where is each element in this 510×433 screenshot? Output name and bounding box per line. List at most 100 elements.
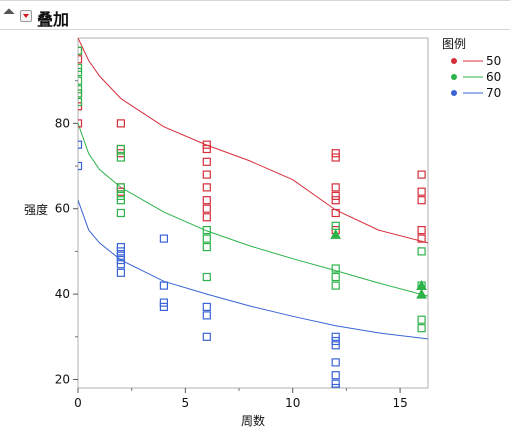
fit-line-60	[78, 123, 428, 297]
legend-label-50: 50	[486, 54, 501, 68]
data-point-70	[159, 281, 168, 290]
disclosure-triangle-icon[interactable]	[3, 8, 15, 20]
data-point-60	[202, 272, 211, 282]
data-point-70	[116, 251, 126, 260]
data-point-60	[78, 46, 83, 55]
legend-marker-50	[451, 58, 457, 64]
data-point-60	[417, 247, 426, 256]
y-tick-label: 40	[55, 287, 70, 301]
data-point-50	[417, 234, 426, 243]
legend-marker-70	[451, 90, 457, 96]
data-point-70	[116, 255, 126, 265]
data-point-60	[202, 226, 211, 235]
x-axis-label: 周数	[241, 413, 265, 428]
data-point-70	[331, 336, 340, 346]
data-point-70	[159, 234, 168, 243]
data-point-50	[202, 170, 211, 179]
data-point-70	[116, 268, 126, 277]
data-point-70	[331, 379, 340, 388]
data-point-60	[417, 315, 426, 324]
data-point-60	[78, 89, 83, 98]
legend-label-70: 70	[486, 86, 501, 100]
data-point-50	[417, 226, 426, 235]
data-point-70	[116, 260, 126, 269]
report-header: 叠加	[0, 0, 510, 30]
data-point-50	[202, 140, 211, 149]
data-point-50	[417, 170, 426, 179]
data-point-filled-60	[416, 288, 427, 299]
data-point-50	[331, 191, 340, 200]
x-axis: 0 5 10 15	[74, 388, 408, 410]
y-tick-label: 60	[55, 202, 70, 216]
data-point-50	[116, 187, 126, 196]
data-point-60	[331, 272, 340, 282]
data-point-60	[78, 63, 83, 73]
data-point-50	[202, 204, 211, 213]
overlay-chart: 0 5 10 15 20 40 60 80 周数 强度 图例 50 60 70	[24, 37, 501, 428]
y-axis-label: 强度	[24, 202, 48, 217]
y-tick-label: 20	[55, 372, 70, 386]
y-axis: 20 40 60 80	[55, 80, 78, 386]
data-point-60	[78, 85, 83, 94]
data-point-50	[202, 144, 211, 154]
legend-title: 图例	[442, 37, 466, 51]
data-point-50	[202, 196, 211, 205]
data-point-70	[331, 383, 340, 388]
data-point-60	[331, 281, 340, 290]
data-point-60	[202, 243, 211, 252]
data-point-70	[159, 302, 168, 311]
data-point-70	[331, 332, 340, 341]
data-point-70	[331, 358, 340, 367]
data-point-50	[202, 183, 211, 192]
data-point-70	[202, 302, 211, 311]
data-point-70	[202, 332, 211, 341]
legend-marker-60	[451, 74, 457, 80]
data-markers	[78, 46, 427, 388]
data-point-70	[78, 161, 83, 171]
y-tick-label: 80	[55, 116, 70, 130]
data-point-60	[116, 196, 126, 205]
x-tick-label: 5	[182, 396, 190, 410]
data-point-50	[417, 187, 426, 196]
data-point-70	[159, 298, 168, 307]
x-tick-label: 10	[285, 396, 300, 410]
data-point-50	[116, 119, 126, 128]
data-point-70	[202, 311, 211, 320]
data-point-60	[78, 97, 83, 107]
data-point-50	[417, 196, 426, 205]
data-point-60	[78, 67, 83, 77]
report-title: 叠加	[37, 10, 70, 29]
data-point-filled-60	[330, 228, 341, 239]
data-point-60	[78, 76, 83, 85]
data-point-60	[116, 153, 126, 162]
data-point-50	[78, 119, 83, 128]
data-point-70	[116, 247, 126, 256]
data-point-70	[116, 243, 126, 252]
data-point-50	[331, 149, 340, 158]
data-point-60	[116, 144, 126, 154]
data-point-50	[202, 213, 211, 222]
data-point-60	[202, 234, 211, 243]
x-tick-label: 15	[392, 396, 407, 410]
data-point-50	[78, 102, 83, 111]
legend: 图例 50 60 70	[442, 37, 501, 100]
fit-line-70	[78, 200, 428, 340]
data-point-50	[78, 55, 83, 64]
red-triangle-menu-button[interactable]	[20, 10, 32, 22]
legend-label-60: 60	[486, 70, 501, 84]
data-point-70	[331, 371, 340, 380]
x-tick-label: 0	[74, 396, 82, 410]
data-point-50	[202, 157, 211, 166]
data-point-50	[331, 183, 340, 192]
data-point-70	[331, 341, 340, 350]
data-point-60	[116, 191, 126, 200]
data-point-50	[331, 208, 340, 218]
data-point-60	[331, 264, 340, 273]
data-point-60	[116, 183, 126, 192]
data-point-50	[116, 149, 126, 158]
data-point-60	[417, 324, 426, 333]
data-point-50	[331, 153, 340, 162]
data-point-70	[78, 140, 83, 149]
data-point-50	[331, 196, 340, 205]
plot-area[interactable]	[77, 37, 429, 389]
